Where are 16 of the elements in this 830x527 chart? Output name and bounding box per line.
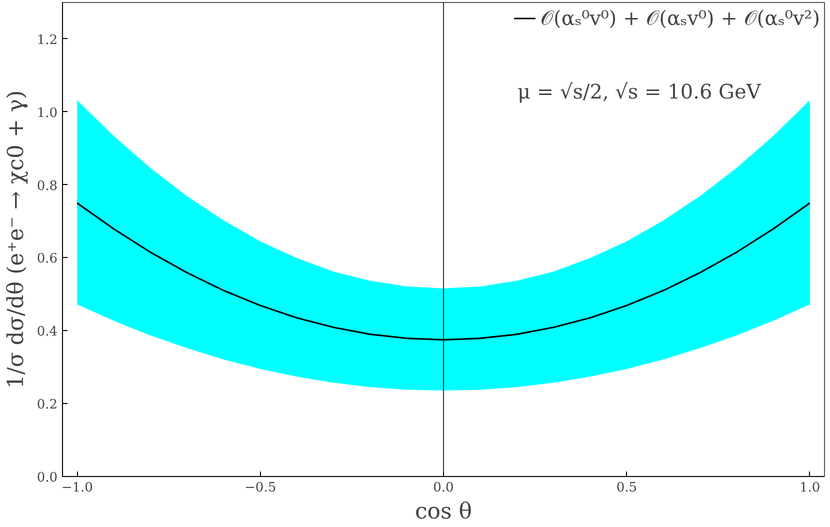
legend-label: 𝒪(αₛ⁰v⁰) + 𝒪(αₛv⁰) + 𝒪(αₛ⁰v²)	[540, 6, 820, 30]
x-tick-label: 0.5	[616, 480, 638, 496]
x-tick-label: 1.0	[800, 480, 820, 496]
y-tick-label: 1.0	[36, 106, 58, 121]
y-axis-title: 1/σ dσ/dθ (e⁺e⁻ → χc0 + γ)	[4, 90, 29, 389]
x-tick-label: −0.5	[244, 480, 276, 496]
x-tick-label: 0.0	[433, 480, 454, 496]
x-axis-title: cos θ	[414, 500, 472, 524]
y-tick-label: 0.2	[36, 398, 58, 413]
x-tick-label: −1.0	[61, 480, 93, 496]
y-tick-label: 0.6	[36, 252, 58, 267]
y-tick-label: 1.2	[36, 32, 58, 48]
y-tick-label: 0.4	[36, 324, 58, 340]
y-tick-label: 0.8	[36, 178, 58, 194]
y-tick-label: 0.0	[36, 470, 58, 486]
annotation: μ = √s/2, √s = 10.6 GeV	[518, 80, 762, 104]
